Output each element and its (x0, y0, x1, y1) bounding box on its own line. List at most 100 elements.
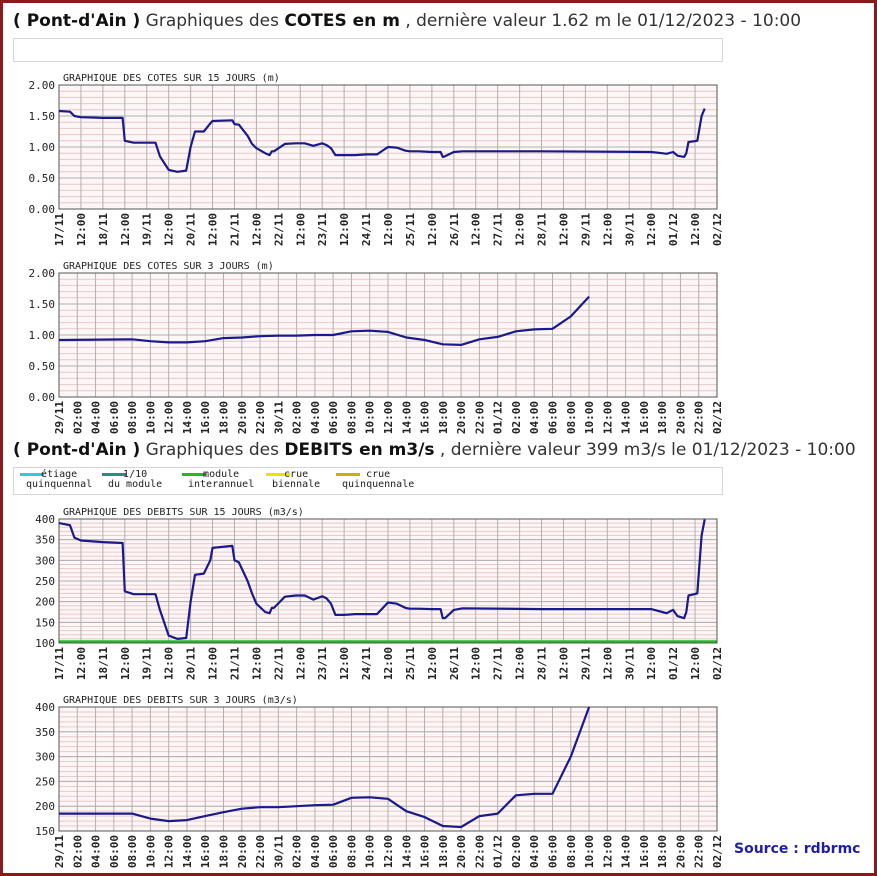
x-tick-label: 10:00 (583, 835, 596, 868)
x-tick-label: 20:00 (236, 401, 249, 434)
cotes-station-name: ( Pont-d'Ain ) (13, 11, 141, 31)
x-tick-label: 12:00 (207, 213, 220, 246)
debits-legend: étiage quinquennal 1/10 du module module i… (13, 467, 723, 495)
y-tick-label: 400 (35, 513, 55, 526)
cotes-title-quantity: COTES en m (284, 11, 400, 31)
x-tick-label: 06:00 (547, 401, 560, 434)
chart-debits-15-jours: 17/11 12:00 18/11 12:00 19/11 12:00 20/11 12:00… (35, 507, 724, 680)
x-tick-label: 12:00 (601, 401, 614, 434)
x-tick-label: 18:00 (656, 401, 669, 434)
x-tick-label: 12:00 (338, 213, 351, 246)
series-line (58, 519, 706, 640)
x-tick-label: 02/12 (711, 835, 724, 868)
x-tick-label: 23/11 (316, 213, 329, 246)
y-tick-label: 150 (35, 616, 55, 629)
x-tick-label: 06:00 (327, 401, 340, 434)
x-tick-label: 12:00 (294, 647, 307, 680)
x-tick-label: 29/11 (579, 213, 592, 246)
x-tick-label: 29/11 (53, 835, 66, 868)
x-tick-label: 12:00 (119, 647, 132, 680)
x-tick-label: 22:00 (254, 401, 267, 434)
y-tick-label: 1.50 (29, 110, 56, 123)
x-tick-label: 24/11 (360, 213, 373, 246)
x-tick-label: 25/11 (404, 647, 417, 680)
chart-debits-3-jours: 29/11 02:00 04:00 06:00 08:00 10:00 12:00 14:00… (35, 695, 724, 868)
x-tick-label: 16:00 (638, 401, 651, 434)
x-tick-label: 22/11 (272, 647, 285, 680)
x-tick-label: 20/11 (185, 213, 198, 246)
x-tick-label: 12:00 (470, 213, 483, 246)
x-tick-label: 14:00 (181, 835, 194, 868)
x-tick-label: 04:00 (528, 401, 541, 434)
x-tick-label: 28/11 (536, 213, 549, 246)
chart-title: GRAPHIQUE DES DEBITS SUR 3 JOURS (m3/s) (63, 695, 298, 706)
x-tick-label: 12:00 (250, 647, 263, 680)
x-tick-label: 06:00 (327, 835, 340, 868)
x-tick-label: 12:00 (75, 213, 88, 246)
x-tick-label: 18:00 (437, 835, 450, 868)
x-tick-label: 30/11 (272, 401, 285, 434)
x-tick-label: 12:00 (514, 647, 527, 680)
x-tick-label: 12:00 (514, 213, 527, 246)
x-tick-label: 08:00 (126, 835, 139, 868)
legend-label: 1/10 du module (108, 469, 163, 490)
x-tick-label: 18/11 (97, 213, 110, 246)
debits-title-quantity: DEBITS en m3/s (284, 440, 435, 460)
x-tick-label: 08:00 (345, 401, 358, 434)
x-tick-label: 01/12 (667, 647, 680, 680)
y-tick-label: 100 (35, 637, 55, 650)
x-tick-label: 12:00 (163, 213, 176, 246)
legend-swatch (20, 473, 44, 476)
x-tick-label: 12:00 (338, 647, 351, 680)
x-tick-label: 22:00 (473, 835, 486, 868)
x-tick-label: 06:00 (108, 835, 121, 868)
x-tick-label: 08:00 (345, 835, 358, 868)
x-tick-label: 21/11 (228, 647, 241, 680)
x-tick-label: 02:00 (71, 835, 84, 868)
x-tick-label: 08:00 (126, 401, 139, 434)
x-tick-label: 12:00 (557, 647, 570, 680)
x-tick-label: 12:00 (75, 647, 88, 680)
x-tick-label: 12:00 (119, 213, 132, 246)
y-tick-label: 1.00 (29, 141, 56, 154)
x-tick-label: 10:00 (144, 835, 157, 868)
debits-section-title: ( Pont-d'Ain ) Graphiques des DEBITS en … (13, 440, 856, 460)
x-tick-label: 23/11 (316, 647, 329, 680)
x-tick-label: 10:00 (364, 835, 377, 868)
x-tick-label: 02/12 (711, 647, 724, 680)
x-tick-label: 22/11 (272, 213, 285, 246)
series-line (59, 706, 591, 829)
chart-cotes-15-jours: 17/11 12:00 18/11 12:00 19/11 12:00 20/11 12:00… (29, 73, 725, 246)
x-tick-label: 10:00 (364, 401, 377, 434)
x-tick-label: 19/11 (141, 213, 154, 246)
x-tick-label: 22:00 (693, 835, 706, 868)
x-tick-label: 04:00 (90, 835, 103, 868)
y-tick-label: 200 (35, 800, 55, 813)
x-tick-label: 29/11 (53, 401, 66, 434)
x-tick-label: 27/11 (492, 213, 505, 246)
series-line (58, 108, 706, 173)
y-tick-label: 2.00 (29, 267, 56, 280)
y-tick-label: 400 (35, 701, 55, 714)
x-tick-label: 04:00 (90, 401, 103, 434)
x-tick-label: 17/11 (53, 213, 66, 246)
legend-label: crue biennale (272, 469, 321, 490)
x-tick-label: 12:00 (250, 213, 263, 246)
x-tick-label: 12:00 (601, 647, 614, 680)
x-tick-label: 02/12 (711, 213, 724, 246)
legend-label: étiage quinquennal (26, 469, 93, 490)
x-tick-label: 19/11 (141, 647, 154, 680)
x-tick-label: 20:00 (236, 835, 249, 868)
x-tick-label: 01/12 (667, 213, 680, 246)
x-tick-label: 12:00 (689, 647, 702, 680)
x-tick-label: 22:00 (693, 401, 706, 434)
legend-swatch (182, 473, 206, 476)
x-tick-label: 12:00 (601, 213, 614, 246)
chart-title: GRAPHIQUE DES DEBITS SUR 15 JOURS (m3/s) (63, 507, 304, 518)
x-tick-label: 30/11 (623, 647, 636, 680)
y-tick-label: 1.50 (29, 298, 56, 311)
legend-swatch (266, 473, 290, 476)
x-tick-label: 18:00 (218, 401, 231, 434)
debits-title-last-value: , dernière valeur 399 m3/s le 01/12/2023… (434, 440, 856, 460)
x-tick-label: 02:00 (71, 401, 84, 434)
